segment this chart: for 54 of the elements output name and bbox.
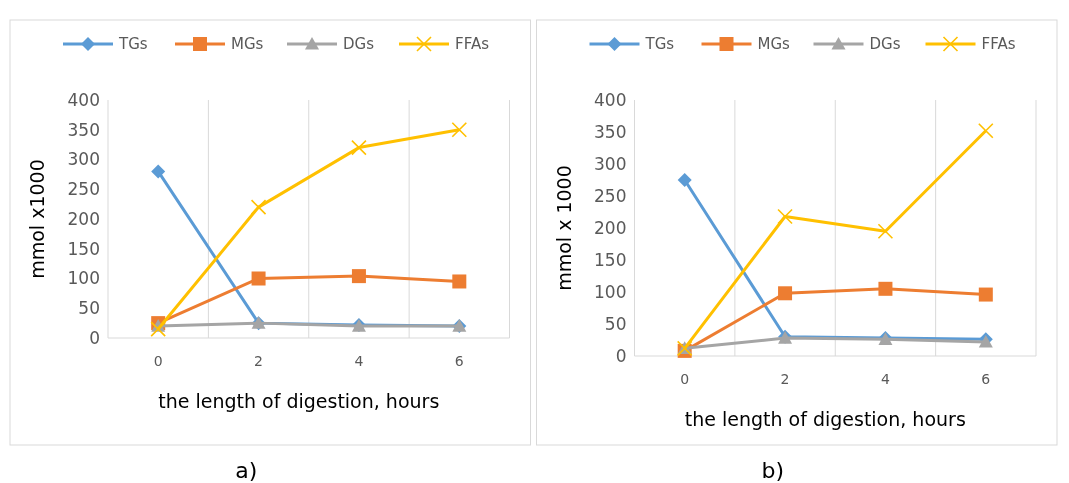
point — [250, 199, 267, 215]
x-axis-title: the length of digestion, hours — [684, 408, 966, 430]
x-tick-label: 2 — [254, 353, 264, 369]
y-tick-label: 50 — [604, 313, 627, 334]
y-tick-label: 50 — [78, 298, 100, 319]
x-tick-label: 6 — [981, 371, 991, 387]
point — [150, 321, 166, 337]
point — [778, 286, 793, 301]
y-tick-label: 150 — [67, 238, 100, 259]
y-tick-label: 350 — [67, 119, 100, 140]
point — [452, 274, 467, 289]
y-tick-label: 400 — [67, 89, 100, 110]
text: a) — [235, 458, 258, 483]
point — [777, 208, 793, 225]
y-tick-label: 100 — [67, 268, 100, 289]
y-tick-label: 150 — [594, 249, 627, 270]
x-tick-label: 6 — [454, 353, 464, 369]
point — [451, 121, 468, 138]
y-tick-label: 300 — [594, 153, 627, 174]
y-tick-label: 250 — [67, 179, 100, 200]
legend-label: MGs — [757, 35, 791, 54]
x-tick-label: 4 — [354, 353, 364, 369]
legend-label: FFAs — [981, 35, 1016, 54]
text: b) — [761, 458, 785, 483]
point — [677, 173, 692, 187]
legend-label: DGs — [869, 35, 901, 54]
point — [351, 269, 366, 284]
y-tick-label: 300 — [67, 149, 100, 170]
point — [251, 271, 266, 286]
x-axis-title: the length of digestion, hours — [158, 390, 440, 412]
y-tick-label: 0 — [89, 327, 100, 348]
y-tick-label: 200 — [67, 208, 100, 229]
point — [878, 281, 893, 296]
y-tick-label: 100 — [594, 281, 627, 302]
legend-label: TGs — [644, 35, 675, 54]
point — [877, 223, 894, 239]
point — [351, 139, 367, 156]
point — [978, 287, 993, 302]
point — [151, 164, 166, 179]
x-tick-label: 4 — [880, 371, 890, 387]
y-axis-title: mmol x 1000 — [552, 165, 575, 291]
x-tick-label: 2 — [780, 371, 790, 387]
x-tick-label: 0 — [153, 353, 163, 369]
y-tick-label: 350 — [594, 121, 627, 142]
point — [978, 122, 994, 139]
legend-label: DGs — [343, 35, 375, 54]
legend-label: TGs — [118, 35, 148, 54]
x-tick-label: 0 — [680, 371, 690, 387]
y-tick-label: 400 — [594, 89, 627, 110]
y-axis-title: mmol x1000 — [26, 159, 48, 279]
legend-label: MGs — [231, 35, 264, 54]
y-tick-label: 250 — [594, 185, 627, 206]
legend-label: FFAs — [455, 35, 490, 54]
y-tick-label: 200 — [594, 217, 627, 238]
